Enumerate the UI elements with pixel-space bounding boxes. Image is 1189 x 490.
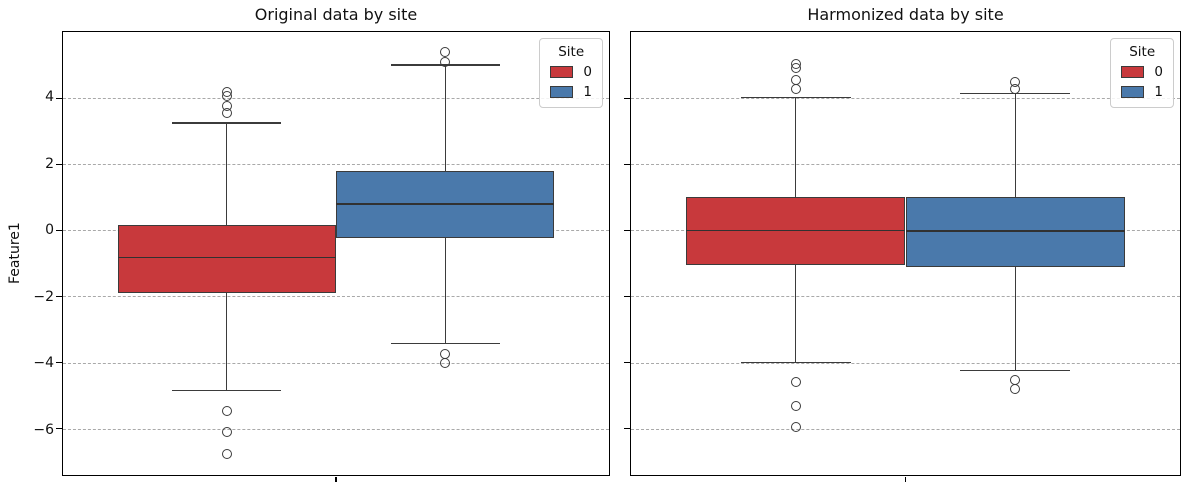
- gridline: [631, 362, 1180, 364]
- y-tick-mark: [624, 295, 630, 298]
- box-layer: [63, 32, 609, 475]
- y-tick-label: 2: [45, 155, 54, 172]
- y-tick-mark: [56, 163, 62, 165]
- outlier-point-site0: [790, 422, 801, 433]
- whisker-cap-low-site0: [172, 390, 282, 392]
- legend-entry-site1: 1: [1121, 84, 1163, 100]
- outlier-point-site0: [790, 83, 801, 94]
- outlier-point-site1: [440, 56, 451, 67]
- whisker-cap-low-site1: [390, 342, 500, 345]
- legend: Site 0 1: [1110, 38, 1174, 108]
- y-tick-mark: [624, 428, 630, 430]
- outlier-point-site1: [1010, 76, 1021, 87]
- plot-title-original: Original data by site: [254, 5, 418, 24]
- y-tick-label: −6: [33, 421, 54, 438]
- outlier-point-site1: [1010, 384, 1021, 395]
- whisker-cap-high-site0: [172, 122, 282, 124]
- outlier-point-site0: [221, 448, 232, 459]
- median-line-site1: [905, 230, 1126, 232]
- outlier-point-site0: [790, 74, 801, 85]
- legend-title: Site: [558, 44, 585, 60]
- whisker-cap-low-site0: [740, 361, 851, 364]
- subplot-original: Original data by site Feature1 4 2 0 −2 −4 −6…: [7, 0, 610, 490]
- legend-entry-site0: 0: [1121, 64, 1163, 80]
- plot-title-harmonized: Harmonized data by site: [807, 5, 1004, 24]
- legend-entry-site0: 0: [550, 64, 592, 80]
- y-tick-label: 0: [45, 222, 54, 239]
- gridline: [63, 296, 609, 298]
- y-tick-mark: [624, 97, 630, 99]
- outlier-point-site0: [221, 87, 232, 98]
- gridline: [63, 98, 609, 100]
- outlier-point-site1: [440, 357, 451, 368]
- y-tick-mark: [56, 229, 62, 231]
- legend: Site 0 1: [539, 38, 603, 108]
- y-tick-labels: 4 2 0 −2 −4 −6: [20, 31, 54, 476]
- legend-swatch-blue: [550, 86, 574, 98]
- y-tick-label: 4: [45, 89, 54, 106]
- y-tick-label: −4: [33, 355, 54, 372]
- gridline: [631, 296, 1180, 298]
- y-tick-mark: [624, 163, 630, 165]
- legend-swatch-red: [1121, 66, 1145, 78]
- axes-original: Site 0 1: [56, 31, 610, 482]
- legend-entry-label: 1: [583, 84, 592, 100]
- outlier-point-site0: [221, 405, 232, 416]
- outlier-point-site0: [790, 400, 801, 411]
- y-tick-mark: [624, 229, 630, 231]
- outlier-point-site0: [790, 377, 801, 388]
- gridline: [631, 98, 1180, 100]
- legend-swatch-blue: [1121, 86, 1145, 98]
- whisker-cap-low-site1: [960, 369, 1071, 371]
- box-site0: [117, 224, 336, 294]
- legend-swatch-red: [550, 66, 574, 78]
- whisker-cap-high-site0: [740, 96, 851, 99]
- legend-entry-label: 1: [1154, 84, 1163, 100]
- outlier-point-site0: [790, 59, 801, 70]
- gridline: [631, 164, 1180, 166]
- legend-title: Site: [1129, 44, 1156, 60]
- x-tick-mark: [904, 476, 907, 482]
- y-tick-mark: [56, 295, 62, 298]
- outlier-point-site0: [221, 427, 232, 438]
- legend-entry-label: 0: [583, 64, 592, 80]
- median-line-site1: [336, 203, 555, 205]
- box-site0: [685, 197, 906, 266]
- y-tick-label: −2: [33, 288, 54, 305]
- outlier-point-site0: [221, 101, 232, 112]
- box-layer: [631, 32, 1180, 475]
- outlier-point-site1: [440, 46, 451, 57]
- y-tick-mark: [624, 361, 630, 364]
- gridline: [63, 362, 609, 364]
- x-tick-mark: [335, 476, 337, 482]
- legend-entry-label: 0: [1154, 64, 1163, 80]
- gridline: [631, 428, 1180, 430]
- gridline: [63, 428, 609, 430]
- median-line-site0: [117, 256, 336, 259]
- subplot-harmonized: Harmonized data by site Site 0 1: [624, 0, 1181, 490]
- axes-harmonized: Site 0 1: [624, 31, 1181, 482]
- y-tick-mark: [56, 428, 62, 430]
- legend-entry-site1: 1: [550, 84, 592, 100]
- gridline: [63, 164, 609, 166]
- median-line-site0: [685, 229, 906, 232]
- y-tick-mark: [56, 361, 62, 364]
- y-tick-mark: [56, 97, 62, 99]
